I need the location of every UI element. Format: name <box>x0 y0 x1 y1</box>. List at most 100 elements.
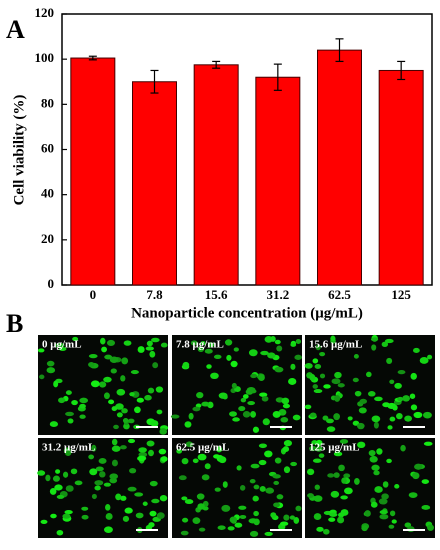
cell <box>306 468 315 476</box>
cell <box>239 485 246 491</box>
x-axis-label: Nanoparticle concentration (μg/mL) <box>131 305 363 321</box>
cell <box>236 465 242 471</box>
cell <box>222 481 228 488</box>
cell <box>352 377 359 383</box>
cell <box>421 479 430 484</box>
cell <box>259 485 266 492</box>
cell <box>111 445 121 452</box>
cell <box>213 354 222 360</box>
cell <box>137 346 145 353</box>
cells <box>37 438 168 536</box>
cell <box>388 524 395 529</box>
cell <box>134 492 144 497</box>
cell <box>176 448 183 454</box>
cell <box>319 352 326 357</box>
cell <box>129 392 135 397</box>
cell <box>124 507 133 514</box>
cell <box>49 488 57 495</box>
cell <box>262 418 270 426</box>
cell <box>358 407 367 414</box>
cell <box>353 354 359 359</box>
cell <box>146 440 155 447</box>
cell <box>273 480 280 486</box>
cell <box>252 426 260 433</box>
cell <box>274 366 284 373</box>
cell <box>283 439 292 447</box>
cell <box>371 464 380 471</box>
cell <box>109 356 119 363</box>
y-tick-label: 100 <box>35 50 55 65</box>
cell <box>150 420 159 427</box>
cells <box>176 439 302 537</box>
cell <box>129 468 137 474</box>
cell <box>130 370 139 375</box>
cell <box>182 361 190 369</box>
cell <box>81 514 89 520</box>
cell <box>382 481 389 488</box>
cell <box>151 498 160 504</box>
cell <box>232 417 240 422</box>
cell <box>188 412 194 420</box>
cell <box>65 411 74 417</box>
cell <box>292 414 301 421</box>
cell <box>327 473 335 478</box>
cell <box>192 458 199 464</box>
cell <box>304 404 312 410</box>
cell <box>98 381 107 388</box>
cell <box>340 509 349 516</box>
cell <box>70 468 78 475</box>
cell <box>192 406 201 412</box>
cell <box>294 354 302 360</box>
cell <box>160 342 168 348</box>
cell <box>253 518 260 526</box>
cell <box>207 342 215 348</box>
cell <box>214 487 221 492</box>
cell <box>274 457 282 464</box>
cell <box>160 456 168 462</box>
cell <box>295 505 302 512</box>
cell <box>368 449 376 457</box>
cell <box>367 391 376 397</box>
cell <box>113 424 119 430</box>
cell <box>373 421 379 429</box>
cell <box>249 530 259 537</box>
cell <box>414 463 423 470</box>
cell <box>52 475 60 482</box>
cell <box>250 373 258 379</box>
cell <box>79 403 86 409</box>
cell <box>337 516 345 524</box>
cell <box>201 474 210 481</box>
cell <box>315 446 323 452</box>
cell <box>122 418 129 423</box>
cell <box>381 493 389 500</box>
cell <box>229 516 238 524</box>
cell <box>423 411 432 419</box>
cell <box>364 510 371 517</box>
cell <box>304 363 313 369</box>
cell <box>250 411 257 418</box>
cell <box>234 522 243 528</box>
cell <box>260 350 269 356</box>
cell <box>343 473 351 479</box>
y-tick-label: 80 <box>41 95 54 110</box>
cell <box>413 411 423 419</box>
cells <box>170 335 302 433</box>
cell <box>400 444 406 452</box>
cell <box>111 406 118 412</box>
cell <box>115 493 122 501</box>
cell <box>404 415 412 422</box>
cell <box>281 397 290 405</box>
cell <box>338 464 345 472</box>
plot-frame <box>61 13 433 286</box>
cell <box>116 388 126 396</box>
cell <box>100 337 106 345</box>
cell <box>127 418 135 424</box>
cell <box>354 478 360 485</box>
x-tick-label: 7.8 <box>146 287 163 302</box>
error-bar <box>273 63 282 91</box>
cell <box>65 390 72 395</box>
cell <box>149 480 158 487</box>
cell <box>218 456 227 464</box>
cell <box>200 341 206 346</box>
cell <box>135 512 144 519</box>
